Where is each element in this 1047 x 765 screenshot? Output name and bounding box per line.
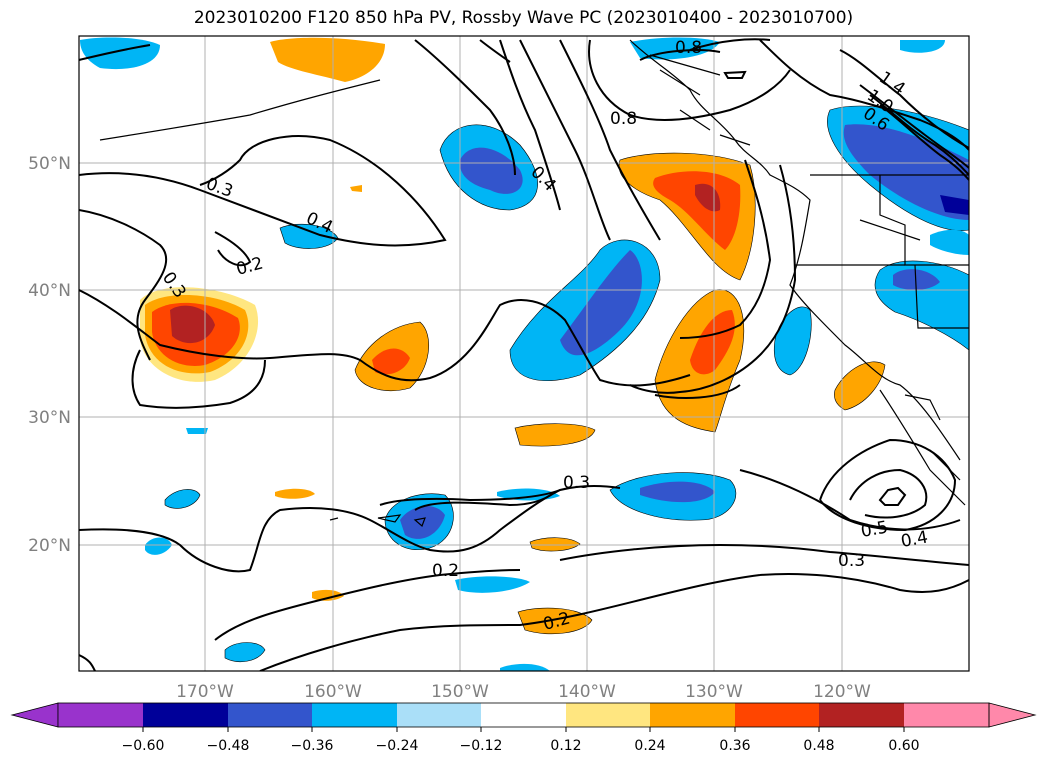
contour-label: 0.3 bbox=[563, 473, 590, 493]
colorbar-tick-label: 0.60 bbox=[888, 738, 919, 754]
lat-labels: 50°N 40°N 30°N 20°N bbox=[28, 154, 71, 556]
coastlines bbox=[99, 39, 969, 528]
colorbar-tick-label: −0.36 bbox=[291, 738, 334, 754]
contour-label: 0.2 bbox=[432, 561, 459, 581]
colorbar-extend-low bbox=[10, 702, 59, 728]
lat-label: 50°N bbox=[28, 154, 71, 174]
anomaly-shading bbox=[80, 37, 969, 671]
colorbar-tick-label: −0.60 bbox=[122, 738, 165, 754]
colorbar-tick-label: 0.36 bbox=[719, 738, 750, 754]
lon-labels: 170°W 160°W 150°W 140°W 130°W 120°W bbox=[176, 682, 871, 702]
contour-label: 0.8 bbox=[675, 38, 702, 58]
contour-label: 0.8 bbox=[610, 109, 637, 129]
colorbar-tick-label: 0.48 bbox=[803, 738, 834, 754]
pv-contours bbox=[79, 38, 969, 671]
colorbar-frame bbox=[57, 702, 990, 728]
lon-label: 140°W bbox=[558, 682, 616, 702]
contour-label: 0.3 bbox=[838, 551, 865, 571]
colorbar: −0.60 −0.48 −0.36 −0.24 −0.12 0.12 0.24 … bbox=[10, 702, 1037, 754]
map-frame bbox=[78, 35, 970, 672]
contour-label: 0.5 bbox=[859, 518, 889, 542]
map-title: 2023010200 F120 850 hPa PV, Rossby Wave … bbox=[193, 8, 854, 28]
colorbar-tick-label: −0.12 bbox=[460, 738, 503, 754]
lat-label: 20°N bbox=[28, 536, 71, 556]
lon-label: 150°W bbox=[431, 682, 489, 702]
lon-label: 160°W bbox=[304, 682, 362, 702]
lon-label: 170°W bbox=[176, 682, 234, 702]
lat-label: 40°N bbox=[28, 281, 71, 301]
colorbar-tick-label: 0.24 bbox=[634, 738, 665, 754]
colorbar-tick-label: −0.24 bbox=[376, 738, 419, 754]
lon-label: 130°W bbox=[685, 682, 743, 702]
lon-label: 120°W bbox=[813, 682, 871, 702]
colorbar-tick-label: −0.48 bbox=[207, 738, 250, 754]
contour-label: 0.4 bbox=[899, 528, 929, 552]
colorbar-tick-label: 0.12 bbox=[550, 738, 581, 754]
colorbar-extend-high bbox=[988, 702, 1037, 728]
lat-label: 30°N bbox=[28, 408, 71, 428]
